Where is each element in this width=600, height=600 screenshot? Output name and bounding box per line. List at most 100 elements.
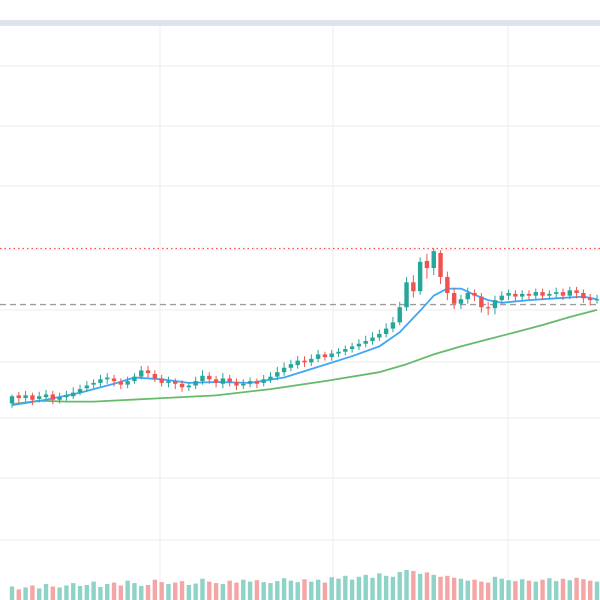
candle	[383, 323, 389, 338]
candle-body	[526, 293, 532, 296]
volume-bar	[533, 581, 538, 600]
volume-bar	[23, 587, 28, 600]
candle-body	[458, 299, 464, 304]
candle-body	[309, 358, 314, 363]
volume-bar	[77, 585, 83, 600]
candle	[139, 365, 144, 380]
volume-bar	[349, 579, 355, 600]
candle	[547, 290, 552, 300]
candle-body	[241, 383, 246, 386]
volume-bar	[213, 583, 219, 600]
candle-body	[247, 381, 253, 384]
grid	[0, 26, 600, 600]
candle	[30, 392, 35, 406]
candle-body	[431, 251, 436, 269]
candle-body	[547, 293, 552, 296]
candle-body	[268, 376, 273, 380]
candle	[207, 372, 212, 384]
candle	[315, 349, 321, 363]
candle-body	[513, 293, 518, 297]
candle-body	[213, 379, 219, 383]
candle-body	[118, 382, 124, 385]
candle	[485, 301, 491, 316]
candle-body	[438, 252, 443, 277]
candle-body	[363, 341, 368, 344]
volume-bar	[50, 586, 56, 600]
candle-body	[227, 378, 232, 382]
volume-bar	[193, 583, 198, 600]
volume-bar	[295, 582, 300, 600]
volume-bar	[152, 579, 158, 600]
volume-bar	[377, 573, 382, 600]
volume-bar	[479, 581, 484, 600]
candle-body	[533, 292, 538, 296]
candle	[343, 345, 348, 356]
candle	[533, 288, 538, 300]
volume-bar	[581, 579, 586, 600]
candle	[438, 250, 443, 285]
candle	[397, 301, 402, 326]
candle-body	[519, 293, 525, 297]
candle-body	[417, 261, 423, 292]
candle-body	[485, 307, 491, 309]
candle	[472, 289, 477, 302]
candle-body	[173, 381, 178, 384]
candle	[411, 275, 416, 298]
volume-bar	[302, 579, 307, 600]
candle-body	[356, 343, 362, 347]
candle	[186, 382, 192, 391]
candle-body	[125, 381, 130, 385]
candle	[281, 362, 287, 376]
candle	[336, 348, 341, 358]
volume-bar	[587, 580, 593, 600]
volume-bar	[553, 581, 559, 600]
candle	[519, 290, 525, 301]
candle	[9, 394, 15, 408]
candle-body	[193, 381, 198, 386]
candle	[84, 381, 90, 392]
candle-body	[57, 397, 62, 400]
candle	[152, 370, 158, 382]
candle-body	[37, 396, 42, 399]
volume-bar	[64, 585, 69, 600]
candle-body	[479, 296, 484, 308]
candle-body	[451, 293, 457, 304]
volume-bar	[309, 581, 314, 600]
volume-bar	[499, 578, 504, 600]
candle-body	[574, 290, 579, 293]
candle	[57, 392, 62, 404]
candle-body	[9, 396, 15, 404]
candle	[567, 286, 572, 300]
candle-body	[16, 395, 22, 399]
candle-body	[275, 372, 280, 377]
volume-bar	[567, 580, 572, 600]
candle-body	[322, 354, 328, 358]
candle-body	[465, 293, 470, 300]
candle-body	[411, 282, 416, 292]
candles	[9, 248, 600, 408]
candle-body	[343, 349, 348, 352]
candle-body	[390, 322, 396, 329]
candle-body	[506, 293, 511, 296]
candle	[173, 378, 178, 390]
volume-bar	[424, 572, 430, 600]
volume-bar	[98, 586, 103, 600]
volume-bar	[404, 570, 409, 600]
candle	[37, 391, 42, 403]
volume-bar	[247, 581, 253, 600]
candle	[220, 373, 226, 389]
volume-bar	[207, 581, 212, 600]
candle	[295, 356, 300, 369]
volume-bar	[254, 580, 260, 600]
candle	[111, 374, 117, 387]
volume-bar	[458, 578, 464, 600]
candle	[213, 375, 219, 388]
candle-body	[91, 382, 96, 385]
candle	[247, 377, 253, 388]
candle-body	[84, 385, 90, 389]
volume-bar	[268, 583, 273, 600]
candle	[424, 253, 430, 279]
volume-bar	[179, 581, 185, 600]
candle	[105, 373, 110, 384]
